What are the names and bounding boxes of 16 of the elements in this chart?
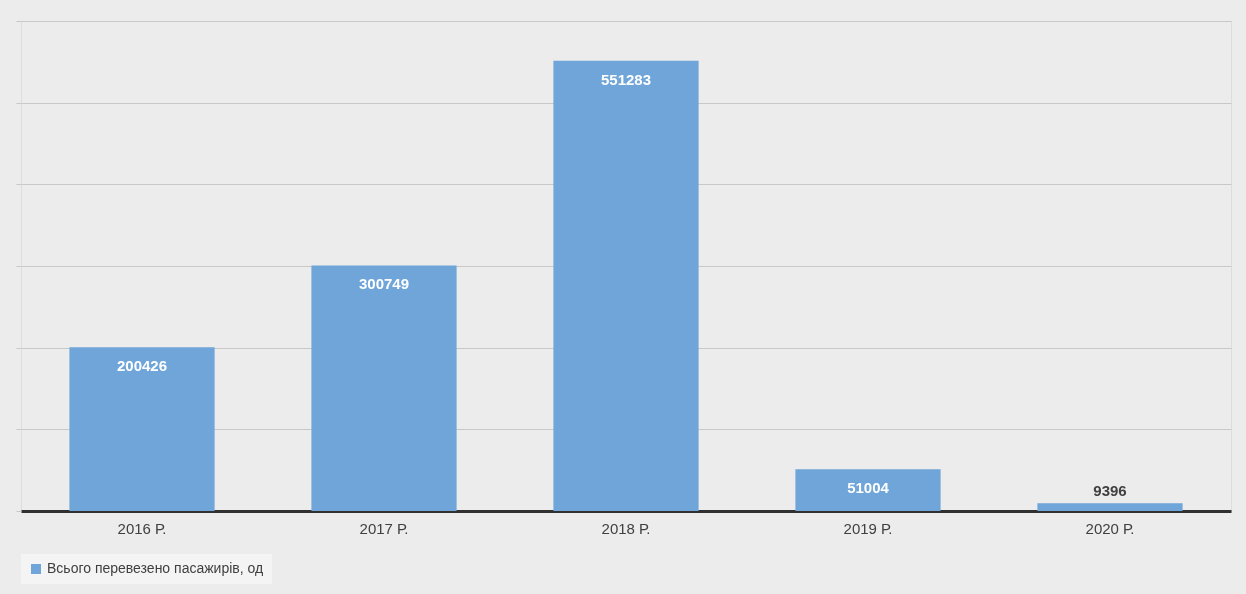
data-label: 9396 [1093, 482, 1127, 500]
bar [1037, 503, 1183, 511]
x-tick-label: 2020 Р. [1085, 519, 1135, 537]
data-label: 300749 [358, 275, 410, 293]
bar [553, 60, 699, 511]
x-tick-label: 2018 Р. [601, 519, 651, 537]
legend-label: Всього перевезено пасажирів, од [47, 560, 264, 576]
x-tick-label: 2017 Р. [359, 519, 409, 537]
bar [69, 347, 215, 511]
x-tick-label: 2016 Р. [117, 519, 167, 537]
data-label: 51004 [847, 479, 890, 497]
x-tick-label: 2019 Р. [843, 519, 893, 537]
bar [795, 469, 941, 511]
data-label: 551283 [600, 70, 652, 88]
bar [311, 265, 457, 511]
data-label: 200426 [116, 357, 168, 375]
